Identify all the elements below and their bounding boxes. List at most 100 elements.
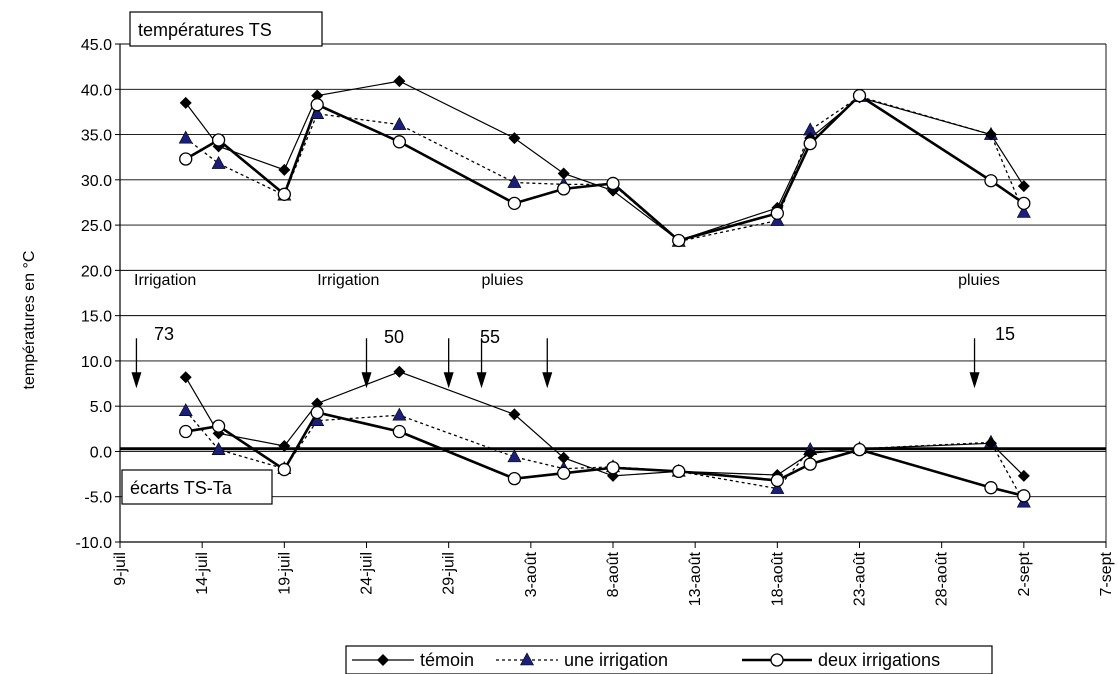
data-point-diamond [278,163,291,176]
data-point-circle [277,187,291,201]
legend-marker-diamond [377,654,389,666]
y-axis-ticks: -10.0 -5.0 0.0 5.0 10.0 15.0 20.0 25.0 30.0 35.0 4… [76,37,120,552]
data-point-circle [557,466,571,480]
y-tick-label: 10.0 [81,354,112,371]
data-point-circle [310,405,324,420]
series-line-deux irrigations [185,93,1025,242]
event-arrow-head [443,372,454,389]
data-point-circle [606,461,620,475]
data-point-circle [211,419,226,433]
annotation-label: 73 [154,324,174,344]
x-tick-label: 29-juil [441,552,458,595]
annotations: Irrigation Irrigation pluies pluies 73 50 55 15 [134,272,1015,347]
data-point-triangle [178,130,193,144]
series-markers [178,75,1031,508]
data-point-circle [507,471,522,486]
legend: témoin une irrigation deux irrigations [345,645,993,674]
series-line-deux irrigations [185,411,1025,498]
y-tick-label: -10.0 [76,535,113,552]
legend-box [345,645,993,674]
panel-label-top: températures TS [129,11,323,47]
data-point-circle [852,442,867,457]
data-point-circle [770,206,784,220]
data-point-diamond [1017,469,1030,482]
y-axis-label: températures en °C [21,251,38,390]
legend-marker-circle [770,653,784,667]
data-point-triangle [770,480,785,494]
x-tick-label: 23-août [852,551,869,606]
y-tick-label: 35.0 [81,128,112,145]
data-point-triangle [392,116,407,130]
data-point-diamond [311,89,324,102]
data-point-circle [672,233,686,248]
data-point-circle [179,424,193,439]
data-point-diamond [984,128,997,141]
series-line-témoin [185,371,1025,477]
annotation-label: Irrigation [134,272,196,289]
data-point-circle [1017,196,1031,211]
event-arrows [131,338,980,389]
data-point-diamond [179,371,192,384]
data-point-circle [984,174,998,188]
annotation-label: pluies [482,272,524,289]
data-point-circle [392,424,407,439]
x-tick-label: 28-août [934,551,951,606]
data-point-circle [179,152,193,166]
y-tick-label: 25.0 [81,218,112,235]
data-point-diamond [1017,180,1030,193]
panel-label-bottom: écarts TS-Ta [121,469,273,505]
event-arrow-head [969,372,980,389]
data-point-circle [392,135,407,149]
data-point-triangle [310,413,325,426]
data-point-triangle [392,407,407,421]
data-point-diamond [557,167,570,180]
x-tick-label: 24-juil [359,552,376,595]
data-point-diamond [179,96,192,109]
data-point-circle [211,133,226,147]
y-tick-label: -5.0 [84,490,112,507]
x-tick-label: 3-août [523,551,540,597]
y-tick-label: 20.0 [81,263,112,280]
annotation-label: pluies [958,272,1000,289]
data-point-circle [803,457,817,471]
data-point-triangle [1016,204,1031,218]
x-axis-ticks: 9-juil 14-juil 19-juil 24-juil 29-juil 3-août… [112,542,1115,606]
data-point-triangle [178,403,193,417]
y-tick-label: 30.0 [81,173,112,190]
data-point-circle [984,481,998,495]
data-point-triangle [507,449,522,463]
data-point-circle [770,473,784,488]
data-point-diamond [311,397,324,410]
event-arrow-head [361,372,372,389]
y-tick-label: 15.0 [81,309,112,326]
data-point-circle [606,176,620,191]
data-point-circle [672,464,686,479]
legend-entry-label: témoin [420,650,474,670]
event-arrow-head [476,372,487,389]
panel-label-bottom-text: écarts TS-Ta [130,478,233,498]
x-tick-label: 8-août [605,551,622,597]
data-point-circle [507,196,522,211]
y-tick-label: 5.0 [90,399,112,416]
data-point-circle [803,136,817,151]
data-point-diamond [804,447,817,460]
x-tick-label: 18-août [769,551,786,606]
data-point-circle [557,182,571,196]
x-tick-label: 14-juil [194,552,211,595]
series-lines [185,80,1025,503]
legend-marker-triangle [519,652,535,666]
data-point-diamond [278,440,291,453]
annotation-label: 15 [995,324,1015,344]
legend-entry-label: une irrigation [564,650,668,670]
data-point-triangle [211,155,226,169]
series-line-une irrigation [185,410,1025,503]
y-tick-label: 0.0 [90,444,112,461]
data-point-diamond [393,75,406,88]
x-tick-label: 7-sept [1098,551,1115,596]
event-arrow-head [542,372,553,389]
data-point-triangle [310,106,325,120]
annotation-label: Irrigation [317,272,379,289]
x-tick-label: 2-sept [1016,551,1033,596]
